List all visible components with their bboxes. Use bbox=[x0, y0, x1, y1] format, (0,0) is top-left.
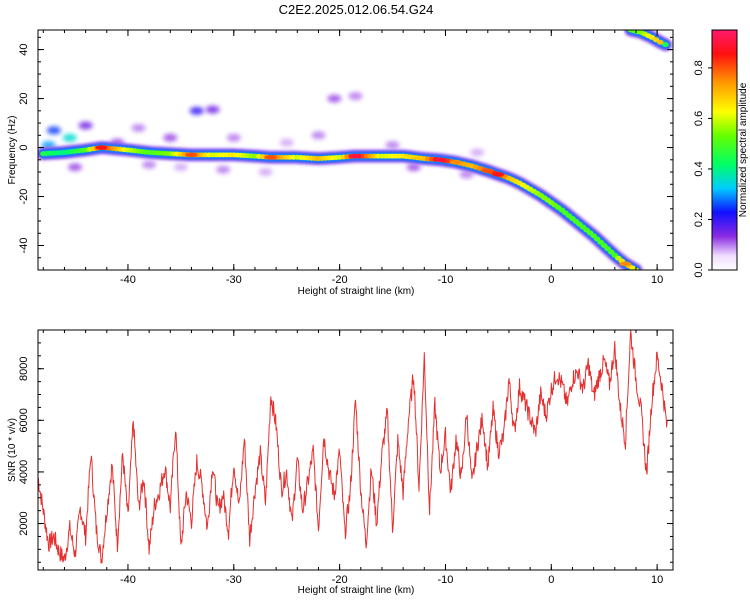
heatmap-blob bbox=[385, 141, 400, 150]
snr-panel: -40 -30 -20 -10 0 10 2000 4000 6000 8000 Height … bbox=[7, 329, 674, 596]
snr-y-tick-label: 6000 bbox=[18, 408, 30, 432]
heatmap-x-tick-label: -20 bbox=[332, 274, 348, 286]
heatmap-blob bbox=[62, 133, 77, 142]
main-track-point bbox=[604, 246, 611, 252]
heatmap-blob bbox=[189, 106, 204, 115]
heatmap-marks bbox=[38, 30, 673, 270]
heatmap-blob bbox=[163, 133, 178, 142]
snr-y-tick-label: 8000 bbox=[18, 356, 30, 380]
heatmap-blob bbox=[470, 148, 485, 157]
heatmap-x-tick-label: 10 bbox=[651, 274, 663, 286]
main-track-point bbox=[608, 249, 615, 255]
heatmap-y-tick-label: 0 bbox=[18, 144, 30, 150]
heatmap-blob bbox=[142, 160, 157, 169]
snr-y-ticks: 2000 4000 6000 8000 bbox=[18, 329, 673, 563]
upper-track-point bbox=[657, 39, 664, 45]
colorbar-gradient bbox=[712, 30, 737, 270]
colorbar: 0.0 0.2 0.4 0.6 0.8 Normalized spectral ampl… bbox=[693, 29, 749, 278]
heatmap-x-tick-label: -30 bbox=[226, 274, 242, 286]
heatmap-blob bbox=[406, 163, 421, 172]
main-track-point bbox=[590, 233, 597, 239]
heatmap-blob bbox=[459, 170, 474, 179]
heatmap-blob bbox=[258, 168, 273, 177]
heatmap-blob bbox=[205, 105, 220, 114]
heatmap-frame bbox=[37, 29, 674, 271]
main-track-peak bbox=[434, 157, 447, 162]
colorbar-tick-label: 0.4 bbox=[693, 161, 705, 176]
snr-x-tick-label: 0 bbox=[548, 574, 554, 586]
snr-series-line bbox=[38, 330, 668, 564]
main-track-point bbox=[597, 239, 604, 245]
main-track-peak bbox=[450, 160, 463, 165]
snr-x-tick-label: -10 bbox=[438, 574, 454, 586]
snr-x-tick-label: 10 bbox=[651, 574, 663, 586]
heatmap-blob bbox=[348, 92, 363, 101]
main-track-peak bbox=[95, 145, 108, 150]
heatmap-blob bbox=[279, 138, 294, 147]
heatmap-x-tick-label: 0 bbox=[548, 274, 554, 286]
heatmap-blob bbox=[46, 126, 61, 135]
snr-frame bbox=[37, 329, 674, 571]
colorbar-tick-label: 0.2 bbox=[693, 212, 705, 227]
colorbar-tick-label: 0.6 bbox=[693, 111, 705, 126]
colorbar-tick-label: 0.8 bbox=[693, 60, 705, 75]
main-track-peak bbox=[481, 168, 494, 174]
colorbar-tick-label: 0.0 bbox=[693, 262, 705, 277]
heatmap-panel: -40 -30 -20 -10 0 10 -40 -20 0 20 40 Height of st… bbox=[7, 29, 674, 297]
main-track-peak bbox=[492, 172, 505, 177]
main-track-peak bbox=[185, 152, 198, 158]
heatmap-x-label: Height of straight line (km) bbox=[298, 286, 415, 297]
heatmap-y-ticks: -40 -20 0 20 40 bbox=[18, 36, 673, 271]
heatmap-blob bbox=[78, 121, 93, 130]
heatmap-x-tick-label: -40 bbox=[120, 274, 136, 286]
heatmap-blob bbox=[327, 94, 342, 103]
heatmap-y-tick-label: -20 bbox=[18, 189, 30, 205]
heatmap-blob bbox=[226, 133, 241, 142]
main-track-peak bbox=[619, 261, 632, 267]
snr-y-tick-label: 4000 bbox=[18, 460, 30, 484]
chart-title: C2E2.2025.012.06.54.G24 bbox=[279, 2, 434, 17]
main-track-point bbox=[593, 236, 601, 242]
snr-y-tick-label: 2000 bbox=[18, 511, 30, 535]
heatmap-y-label: Frequency (Hz) bbox=[7, 116, 18, 185]
main-track-peak bbox=[349, 153, 362, 159]
heatmap-blob bbox=[173, 163, 188, 172]
upper-track-point bbox=[662, 42, 669, 48]
heatmap-blob bbox=[216, 165, 231, 174]
snr-x-tick-label: -20 bbox=[332, 574, 348, 586]
snr-x-label: Height of straight line (km) bbox=[298, 585, 415, 596]
colorbar-frame bbox=[711, 29, 738, 271]
colorbar-ticks: 0.0 0.2 0.4 0.6 0.8 bbox=[693, 60, 712, 278]
heatmap-y-tick-label: 20 bbox=[18, 92, 30, 104]
snr-x-ticks: -40 -30 -20 -10 0 10 bbox=[42, 330, 663, 586]
snr-y-label: SNR (10 * v/v) bbox=[7, 418, 18, 482]
heatmap-blob bbox=[311, 131, 326, 140]
heatmap-blob bbox=[131, 123, 146, 132]
main-track-point bbox=[601, 243, 608, 248]
heatmap-x-ticks: -40 -30 -20 -10 0 10 bbox=[42, 30, 663, 286]
main-track-peak bbox=[264, 155, 277, 160]
colorbar-label: Normalized spectral amplitude bbox=[738, 82, 749, 217]
heatmap-x-tick-label: -10 bbox=[438, 274, 454, 286]
heatmap-blob bbox=[68, 163, 83, 172]
snr-marks bbox=[38, 330, 668, 564]
heatmap-y-tick-label: -40 bbox=[18, 238, 30, 254]
snr-x-tick-label: -40 bbox=[120, 574, 136, 586]
heatmap-y-tick-label: 40 bbox=[18, 43, 30, 55]
snr-x-tick-label: -30 bbox=[226, 574, 242, 586]
snr-plot-area bbox=[38, 330, 673, 570]
